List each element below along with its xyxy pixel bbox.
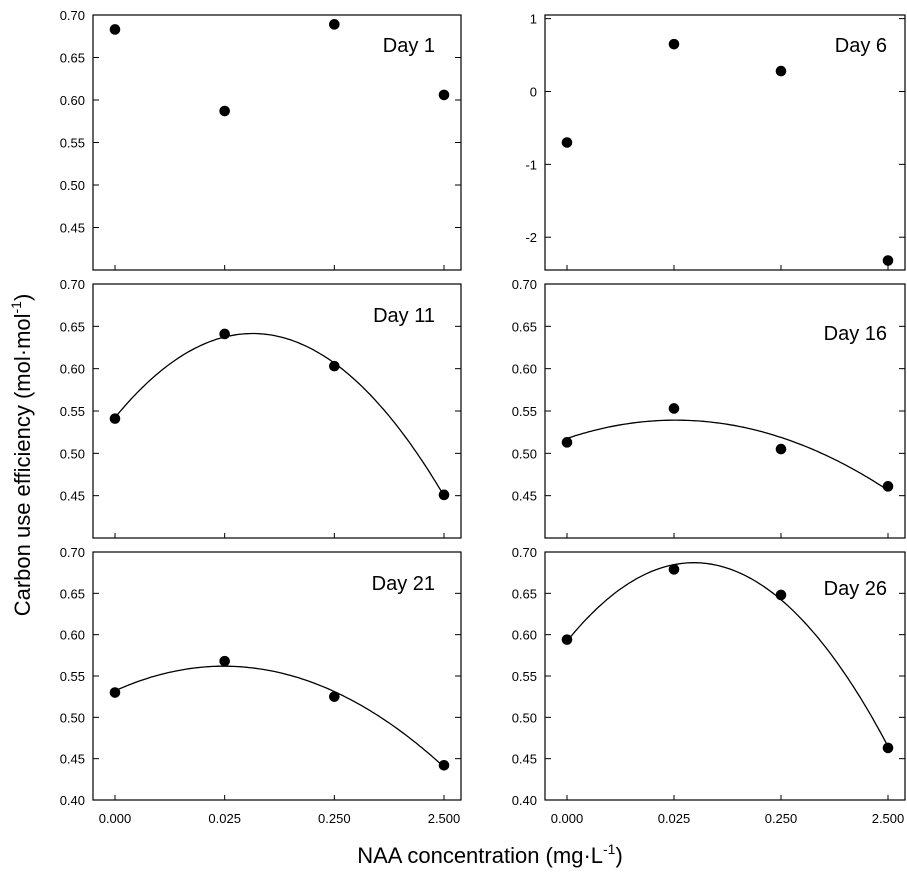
panel-label: Day 6: [835, 35, 887, 57]
x-tick-label: 0.250: [765, 811, 798, 826]
y-tick-label: 0.55: [512, 404, 537, 419]
y-tick-label: 0.50: [512, 446, 537, 461]
panel-day-1: 0.45 0.50 0.55 0.60 0.65 0.70 Day 1: [60, 8, 462, 271]
y-tick-label: 0.50: [512, 710, 537, 725]
x-tick-label: 0.025: [658, 811, 691, 826]
y-tick-label: 1: [530, 12, 537, 27]
x-axis-title: NAA concentration (mg·L-1): [357, 841, 623, 868]
y-tick-label: 0.70: [60, 8, 85, 23]
y-tick-label: 0.50: [60, 446, 85, 461]
data-point: [329, 360, 340, 372]
y-tick-label: 0.45: [60, 752, 85, 767]
y-axis-title-text: Carbon use efficiency (mol·mol: [10, 313, 35, 616]
y-tick-label: -2: [525, 230, 537, 245]
data-point: [329, 19, 340, 30]
y-tick-label: 0.60: [512, 628, 537, 643]
chart-panels: 0.45 0.50 0.55 0.60 0.65 0.70 Day 1 -2 -1 0 1 Day 6…: [60, 8, 906, 826]
x-axis-title-superscript: -1: [603, 841, 616, 857]
data-point: [668, 564, 680, 575]
fit-curve: [566, 562, 889, 747]
y-tick-label: 0.65: [512, 586, 537, 601]
x-axis-title-text: NAA concentration (mg·L: [357, 843, 603, 868]
x-axis-title-end: ): [615, 843, 622, 868]
y-tick-label: 0.70: [60, 277, 85, 292]
panel-day-11: 0.45 0.50 0.55 0.60 0.65 0.70 Day 11: [60, 277, 462, 539]
plot-frame: [544, 14, 906, 271]
data-point: [109, 413, 121, 424]
y-tick-label: 0.60: [60, 628, 85, 643]
data-point: [668, 38, 680, 50]
y-tick-label: 0.70: [512, 545, 537, 560]
y-tick-label: 0.45: [60, 489, 85, 504]
y-tick-label: 0.40: [512, 793, 537, 808]
y-tick-label: 0.50: [60, 710, 85, 725]
y-tick-label: 0: [530, 85, 537, 100]
y-tick-label: 0.70: [60, 545, 85, 560]
panel-day-26: 0.40 0.45 0.50 0.55 0.60 0.65 0.70 0.000 0.025 0.…: [512, 545, 906, 826]
data-point: [561, 437, 573, 448]
y-tick-label: 0.65: [512, 319, 537, 334]
data-point: [219, 105, 230, 117]
y-tick-label: 0.55: [60, 404, 85, 419]
y-tick-label: 0.45: [512, 489, 537, 504]
data-point: [775, 65, 787, 77]
data-point: [882, 481, 894, 492]
data-point: [438, 489, 450, 501]
data-point: [882, 255, 894, 266]
panel-day-6: -2 -1 0 1 Day 6: [525, 12, 906, 271]
y-tick-label: 0.45: [512, 752, 537, 767]
y-tick-label: 0.55: [60, 136, 85, 151]
x-tick-label: 2.500: [872, 811, 905, 826]
y-tick-label: 0.65: [60, 319, 85, 334]
panel-label: Day 11: [373, 305, 435, 327]
y-tick-label: 0.60: [60, 93, 85, 108]
data-point: [109, 24, 121, 35]
data-point: [438, 759, 450, 771]
panel-day-21: 0.40 0.45 0.50 0.55 0.60 0.65 0.70 0.000 0.025 0.…: [60, 545, 462, 826]
fit-curve: [114, 332, 445, 497]
data-point: [561, 137, 573, 148]
y-tick-label: 0.60: [512, 362, 537, 377]
data-point: [219, 328, 230, 340]
panel-label: Day 21: [372, 573, 435, 595]
panel-label: Day 1: [383, 35, 435, 57]
data-point: [561, 634, 573, 645]
y-tick-label: 0.65: [60, 586, 85, 601]
fit-curve: [114, 665, 445, 768]
panel-day-16: 0.45 0.50 0.55 0.60 0.65 0.70 Day 16: [512, 277, 906, 539]
data-point: [438, 89, 450, 101]
data-point: [219, 655, 230, 667]
x-tick-label: 0.250: [318, 811, 351, 826]
data-point: [775, 443, 787, 455]
y-axis-title-end: ): [10, 294, 35, 301]
y-tick-label: 0.55: [60, 669, 85, 684]
y-tick-label: 0.70: [512, 277, 537, 292]
y-tick-label: 0.50: [60, 178, 85, 193]
x-tick-label: 0.000: [551, 811, 584, 826]
y-tick-label: 0.60: [60, 362, 85, 377]
fit-curve: [566, 419, 889, 491]
data-point: [109, 687, 121, 698]
y-tick-label: 0.45: [60, 221, 85, 236]
y-tick-label: 0.55: [512, 669, 537, 684]
y-tick-label: 0.65: [60, 51, 85, 66]
data-point: [882, 742, 894, 754]
x-tick-label: 0.000: [99, 811, 132, 826]
y-tick-label: 0.40: [60, 793, 85, 808]
data-point: [775, 589, 787, 601]
x-tick-label: 2.500: [428, 811, 461, 826]
y-axis-title-superscript: -1: [8, 301, 24, 314]
y-tick-label: -1: [525, 157, 537, 172]
panel-label: Day 26: [824, 578, 887, 600]
data-point: [668, 403, 680, 414]
data-point: [329, 691, 340, 702]
x-tick-label: 0.025: [208, 811, 241, 826]
y-axis-title: Carbon use efficiency (mol·mol-1): [8, 294, 35, 617]
panel-label: Day 16: [824, 323, 887, 345]
